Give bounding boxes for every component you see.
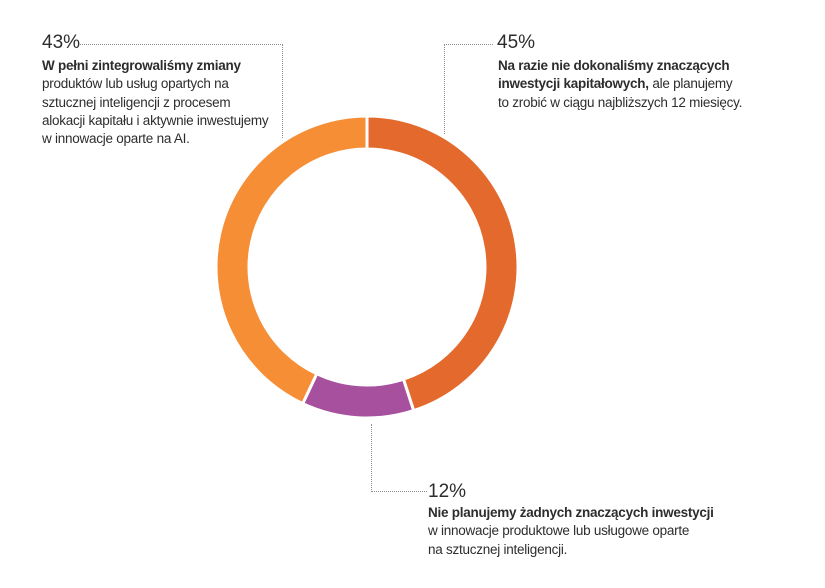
segment-45-description-regular-part: ale planujemy bbox=[648, 76, 733, 92]
connector-43-vertical bbox=[282, 45, 283, 138]
connector-45-horizontal bbox=[444, 44, 493, 45]
donut-segment-45 bbox=[365, 114, 520, 413]
connector-12-vertical bbox=[371, 424, 372, 492]
segment-45-description-line: inwestycji kapitałowych, ale planujemy bbox=[498, 75, 742, 93]
donut-segment-43 bbox=[214, 114, 369, 406]
segment-12-description-line: na sztucznej inteligencji. bbox=[428, 541, 568, 557]
segment-45-percent-label: 45% bbox=[497, 32, 536, 53]
segment-43-description-line: W pełni zintegrowaliśmy zmiany bbox=[42, 58, 241, 73]
segment-12-description: Nie planujemy żadnych znaczących inwesty… bbox=[428, 504, 714, 559]
donut-segment-12 bbox=[300, 371, 416, 420]
segment-45-description: Na razie nie dokonaliśmy znaczących inwe… bbox=[498, 57, 742, 112]
segment-12-description-line: w innowacje produktowe lub usługowe opar… bbox=[428, 523, 690, 539]
connector-43-horizontal bbox=[80, 44, 283, 45]
segment-43-description: W pełni zintegrowaliśmy zmiany produktów… bbox=[42, 57, 269, 148]
segment-45-description-line: Na razie nie dokonaliśmy znaczących bbox=[498, 58, 730, 73]
segment-43-percent-label: 43% bbox=[42, 32, 81, 53]
segment-45-description-line: to zrobić w ciągu najbliższych 12 miesię… bbox=[498, 94, 743, 110]
segment-12-description-line: Nie planujemy żadnych znaczących inwesty… bbox=[428, 505, 714, 520]
connector-12-horizontal bbox=[371, 491, 427, 492]
segment-12-percent-label: 12% bbox=[428, 481, 467, 502]
segment-43-description-line: alokacji kapitału i aktywnie inwestujemy bbox=[42, 112, 269, 128]
segment-43-description-line: produktów lub usług opartych na bbox=[42, 76, 229, 92]
connector-45-vertical bbox=[444, 45, 445, 134]
segment-43-description-line: w innowacje oparte na AI. bbox=[42, 131, 190, 147]
segment-43-description-line: sztucznej inteligencji z procesem bbox=[42, 94, 231, 110]
segment-45-description-bold-part: inwestycji kapitałowych, bbox=[498, 76, 649, 92]
